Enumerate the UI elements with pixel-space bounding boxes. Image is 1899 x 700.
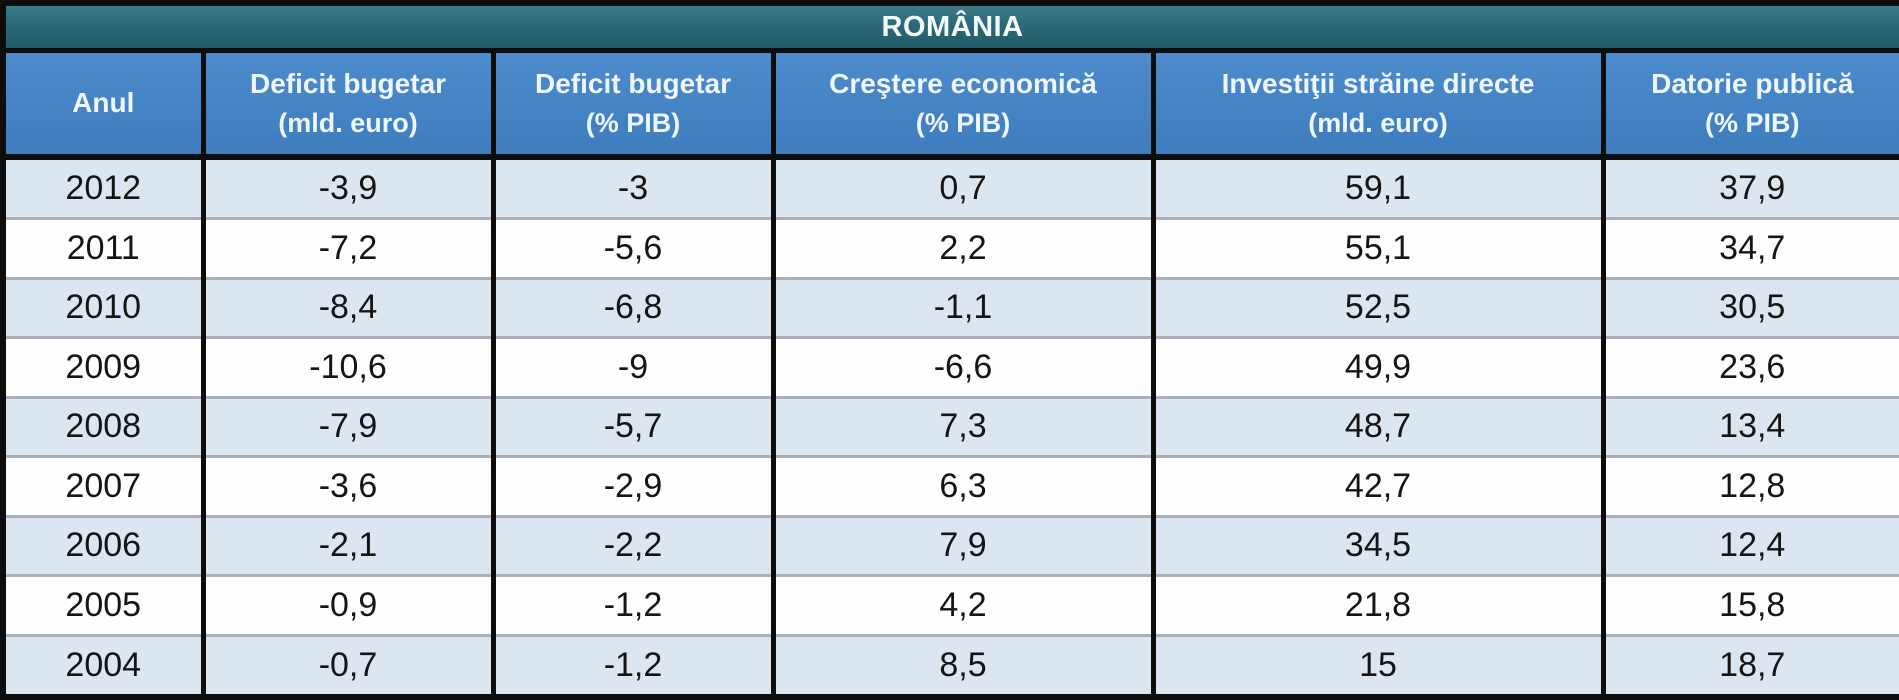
value-cell: 2,2 bbox=[770, 217, 1156, 279]
value-cell: -3,6 bbox=[200, 455, 496, 517]
year-cell: 2009 bbox=[0, 336, 206, 398]
value-cell: -5,6 bbox=[490, 217, 776, 279]
col-header-label: Anul bbox=[72, 87, 135, 119]
value-cell: -7,2 bbox=[200, 217, 496, 279]
value-cell: -2,1 bbox=[200, 514, 496, 576]
value-cell: 15,8 bbox=[1600, 574, 1899, 636]
value-cell: 55,1 bbox=[1150, 217, 1606, 279]
col-header-crestere-economica: Creştere economică (% PIB) bbox=[770, 50, 1156, 160]
table-row: 2004 -0,7 -1,2 8,5 15 18,7 bbox=[0, 633, 1899, 697]
year-cell: 2006 bbox=[0, 514, 206, 576]
col-header-label: Deficit bugetar bbox=[534, 67, 732, 99]
title-row: ROMÂNIA bbox=[3, 3, 1899, 53]
col-header-label: Datorie publică bbox=[1651, 67, 1854, 99]
value-cell: 6,3 bbox=[770, 455, 1156, 517]
value-cell: -1,2 bbox=[490, 633, 776, 697]
value-cell: -6,8 bbox=[490, 276, 776, 338]
value-cell: 7,3 bbox=[770, 395, 1156, 457]
value-cell: -0,7 bbox=[200, 633, 496, 697]
value-cell: 18,7 bbox=[1600, 633, 1899, 697]
table-row: 2007 -3,6 -2,9 6,3 42,7 12,8 bbox=[0, 455, 1899, 517]
table-row: 2005 -0,9 -1,2 4,2 21,8 15,8 bbox=[0, 574, 1899, 636]
value-cell: -7,9 bbox=[200, 395, 496, 457]
value-cell: -10,6 bbox=[200, 336, 496, 398]
table-row: 2006 -2,1 -2,2 7,9 34,5 12,4 bbox=[0, 514, 1899, 576]
value-cell: 13,4 bbox=[1600, 395, 1899, 457]
year-cell: 2004 bbox=[0, 633, 206, 697]
value-cell: -1,1 bbox=[770, 276, 1156, 338]
col-header-label: Deficit bugetar bbox=[249, 67, 447, 99]
year-cell: 2012 bbox=[0, 157, 206, 219]
value-cell: 34,7 bbox=[1600, 217, 1899, 279]
value-cell: 21,8 bbox=[1150, 574, 1606, 636]
table-row: 2012 -3,9 -3 0,7 59,1 37,9 bbox=[0, 157, 1899, 219]
value-cell: 34,5 bbox=[1150, 514, 1606, 576]
value-cell: -9 bbox=[490, 336, 776, 398]
table-row: 2008 -7,9 -5,7 7,3 48,7 13,4 bbox=[0, 395, 1899, 457]
table-body: 2012 -3,9 -3 0,7 59,1 37,9 2011 -7,2 -5,6 2,2 55,1… bbox=[0, 157, 1899, 697]
year-cell: 2005 bbox=[0, 574, 206, 636]
col-header-investitii-straine: Investiţii străine directe (mld. euro) bbox=[1150, 50, 1606, 160]
value-cell: -1,2 bbox=[490, 574, 776, 636]
value-cell: 12,8 bbox=[1600, 455, 1899, 517]
value-cell: -6,6 bbox=[770, 336, 1156, 398]
col-header-sublabel: (% PIB) bbox=[585, 108, 681, 139]
table-row: 2011 -7,2 -5,6 2,2 55,1 34,7 bbox=[0, 217, 1899, 279]
value-cell: 15 bbox=[1150, 633, 1606, 697]
col-header-anul: Anul bbox=[0, 50, 206, 160]
value-cell: 48,7 bbox=[1150, 395, 1606, 457]
value-cell: 23,6 bbox=[1600, 336, 1899, 398]
value-cell: 52,5 bbox=[1150, 276, 1606, 338]
table-row: 2009 -10,6 -9 -6,6 49,9 23,6 bbox=[0, 336, 1899, 398]
year-cell: 2007 bbox=[0, 455, 206, 517]
col-header-datorie-publica: Datorie publică (% PIB) bbox=[1600, 50, 1899, 160]
header-row: Anul Deficit bugetar (mld. euro) Deficit… bbox=[0, 50, 1899, 160]
value-cell: 8,5 bbox=[770, 633, 1156, 697]
value-cell: 37,9 bbox=[1600, 157, 1899, 219]
col-header-sublabel: (mld. euro) bbox=[1308, 108, 1448, 139]
year-cell: 2010 bbox=[0, 276, 206, 338]
value-cell: -5,7 bbox=[490, 395, 776, 457]
value-cell: 30,5 bbox=[1600, 276, 1899, 338]
value-cell: -0,9 bbox=[200, 574, 496, 636]
value-cell: 49,9 bbox=[1150, 336, 1606, 398]
col-header-label: Investiţii străine directe bbox=[1221, 67, 1535, 99]
table-row: 2010 -8,4 -6,8 -1,1 52,5 30,5 bbox=[0, 276, 1899, 338]
value-cell: 59,1 bbox=[1150, 157, 1606, 219]
value-cell: -3,9 bbox=[200, 157, 496, 219]
value-cell: 42,7 bbox=[1150, 455, 1606, 517]
col-header-label: Creştere economică bbox=[829, 67, 1097, 99]
value-cell: 4,2 bbox=[770, 574, 1156, 636]
value-cell: -3 bbox=[490, 157, 776, 219]
value-cell: 7,9 bbox=[770, 514, 1156, 576]
value-cell: -8,4 bbox=[200, 276, 496, 338]
value-cell: -2,9 bbox=[490, 455, 776, 517]
col-header-sublabel: (mld. euro) bbox=[278, 108, 418, 139]
value-cell: 12,4 bbox=[1600, 514, 1899, 576]
table-title: ROMÂNIA bbox=[3, 3, 1899, 53]
col-header-deficit-mld-euro: Deficit bugetar (mld. euro) bbox=[200, 50, 496, 160]
col-header-sublabel: (% PIB) bbox=[1705, 108, 1800, 139]
value-cell: -2,2 bbox=[490, 514, 776, 576]
col-header-deficit-pct-pib: Deficit bugetar (% PIB) bbox=[490, 50, 776, 160]
year-cell: 2008 bbox=[0, 395, 206, 457]
value-cell: 0,7 bbox=[770, 157, 1156, 219]
col-header-sublabel: (% PIB) bbox=[915, 108, 1011, 139]
year-cell: 2011 bbox=[0, 217, 206, 279]
